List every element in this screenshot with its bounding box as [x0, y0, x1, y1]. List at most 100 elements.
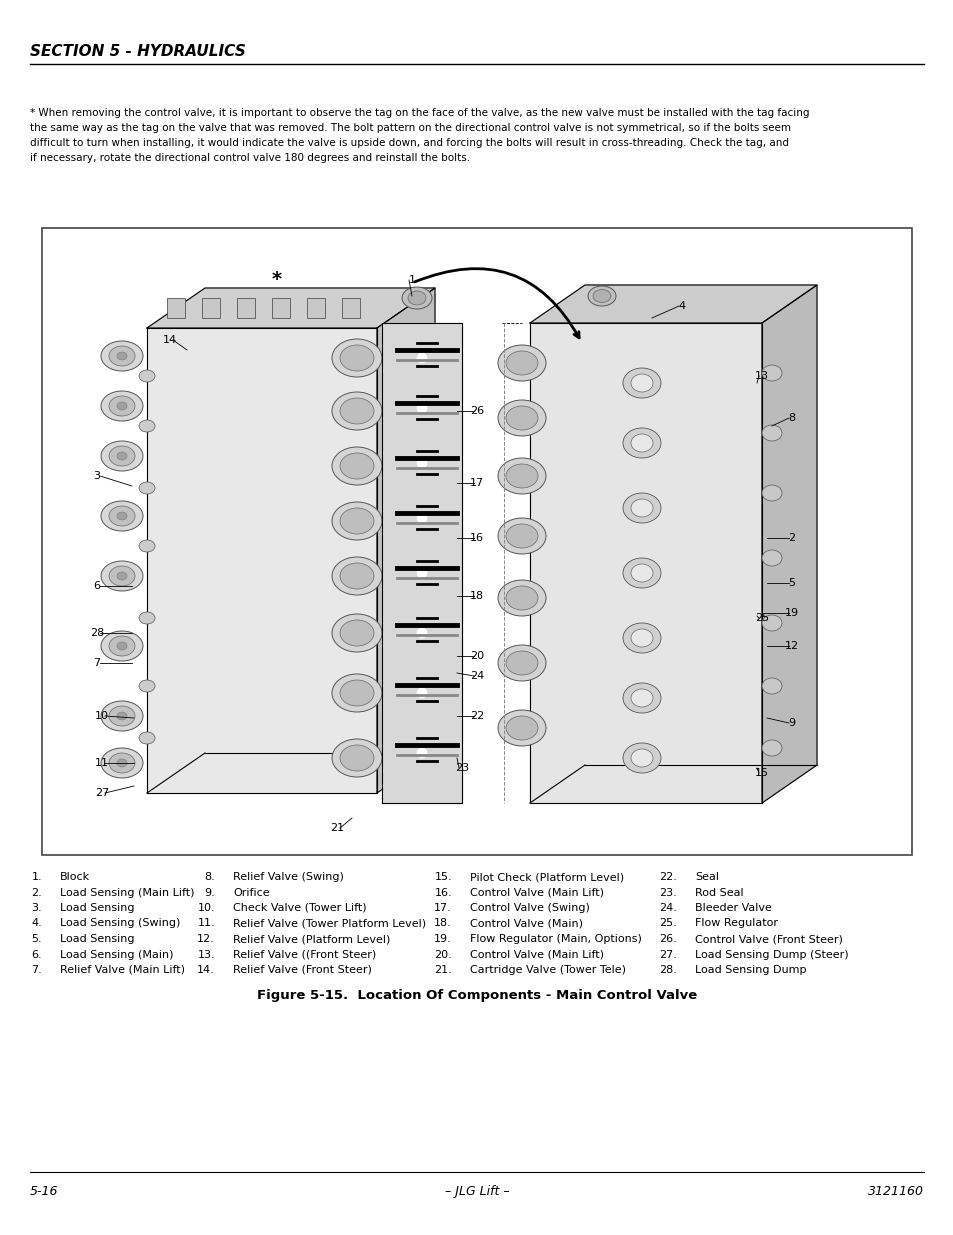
Polygon shape	[381, 324, 461, 803]
Ellipse shape	[101, 501, 143, 531]
Text: 27: 27	[94, 788, 109, 798]
Ellipse shape	[339, 453, 374, 479]
Text: 9.: 9.	[204, 888, 214, 898]
Ellipse shape	[497, 400, 545, 436]
Ellipse shape	[339, 745, 374, 771]
FancyBboxPatch shape	[42, 228, 911, 855]
Text: *: *	[272, 270, 282, 289]
Text: 2: 2	[787, 534, 795, 543]
Ellipse shape	[101, 441, 143, 471]
Text: 20.: 20.	[434, 950, 452, 960]
Text: Control Valve (Swing): Control Valve (Swing)	[470, 903, 589, 913]
Ellipse shape	[332, 447, 381, 485]
Text: Relief Valve (Tower Platform Level): Relief Valve (Tower Platform Level)	[233, 919, 426, 929]
Ellipse shape	[761, 550, 781, 566]
FancyBboxPatch shape	[202, 298, 220, 317]
Ellipse shape	[630, 433, 652, 452]
Text: 8.: 8.	[204, 872, 214, 882]
Text: 8: 8	[787, 412, 795, 424]
Ellipse shape	[109, 446, 135, 466]
Text: Relief Valve (Front Steer): Relief Valve (Front Steer)	[233, 965, 372, 974]
Ellipse shape	[332, 391, 381, 430]
Text: Check Valve (Tower Lift): Check Valve (Tower Lift)	[233, 903, 366, 913]
Text: Relief Valve ((Front Steer): Relief Valve ((Front Steer)	[233, 950, 375, 960]
Ellipse shape	[117, 452, 127, 459]
Ellipse shape	[332, 338, 381, 377]
Polygon shape	[147, 329, 376, 793]
Circle shape	[416, 353, 427, 363]
Circle shape	[416, 748, 427, 758]
Text: 28: 28	[90, 629, 104, 638]
Text: 12.: 12.	[197, 934, 214, 944]
Ellipse shape	[117, 760, 127, 767]
Circle shape	[416, 458, 427, 468]
Text: Figure 5-15.  Location Of Components - Main Control Valve: Figure 5-15. Location Of Components - Ma…	[256, 989, 697, 1002]
Ellipse shape	[630, 374, 652, 391]
Ellipse shape	[761, 366, 781, 382]
Text: 19: 19	[784, 608, 799, 618]
Text: 9: 9	[787, 718, 795, 727]
Text: 6: 6	[93, 580, 100, 592]
Text: Rod Seal: Rod Seal	[695, 888, 742, 898]
Circle shape	[416, 513, 427, 522]
Ellipse shape	[587, 287, 616, 306]
Ellipse shape	[339, 345, 374, 370]
Ellipse shape	[505, 406, 537, 430]
Ellipse shape	[622, 368, 660, 398]
Ellipse shape	[761, 425, 781, 441]
Text: 16: 16	[470, 534, 483, 543]
Text: Load Sensing Dump: Load Sensing Dump	[695, 965, 805, 974]
Ellipse shape	[497, 580, 545, 616]
Ellipse shape	[505, 651, 537, 676]
Ellipse shape	[101, 561, 143, 592]
Text: 6.: 6.	[31, 950, 42, 960]
Ellipse shape	[101, 748, 143, 778]
Text: 18.: 18.	[434, 919, 452, 929]
Text: 26: 26	[470, 406, 483, 416]
Polygon shape	[761, 285, 816, 803]
Ellipse shape	[101, 341, 143, 370]
Text: 15: 15	[754, 768, 768, 778]
Text: 4: 4	[678, 301, 685, 311]
Polygon shape	[530, 285, 816, 324]
Ellipse shape	[622, 622, 660, 653]
Ellipse shape	[139, 732, 154, 743]
FancyBboxPatch shape	[307, 298, 325, 317]
Ellipse shape	[109, 706, 135, 726]
Text: 4.: 4.	[31, 919, 42, 929]
Ellipse shape	[117, 642, 127, 650]
Text: 11.: 11.	[197, 919, 214, 929]
Text: Relief Valve (Main Lift): Relief Valve (Main Lift)	[60, 965, 185, 974]
Text: Flow Regulator: Flow Regulator	[695, 919, 778, 929]
Text: 7: 7	[93, 658, 100, 668]
Text: 5: 5	[788, 578, 795, 588]
Ellipse shape	[117, 572, 127, 580]
Polygon shape	[530, 324, 761, 803]
Text: 15.: 15.	[434, 872, 452, 882]
Ellipse shape	[332, 739, 381, 777]
Ellipse shape	[339, 620, 374, 646]
Text: 22.: 22.	[659, 872, 677, 882]
Text: 14: 14	[163, 335, 177, 345]
Ellipse shape	[101, 391, 143, 421]
Text: 2.: 2.	[31, 888, 42, 898]
Ellipse shape	[622, 493, 660, 522]
Text: 28.: 28.	[659, 965, 677, 974]
Ellipse shape	[109, 753, 135, 773]
Text: Load Sensing (Swing): Load Sensing (Swing)	[60, 919, 180, 929]
Ellipse shape	[630, 748, 652, 767]
Ellipse shape	[505, 585, 537, 610]
Ellipse shape	[117, 352, 127, 359]
Ellipse shape	[139, 370, 154, 382]
Ellipse shape	[408, 291, 426, 305]
Text: 26.: 26.	[659, 934, 677, 944]
Ellipse shape	[622, 683, 660, 713]
Ellipse shape	[505, 716, 537, 740]
Ellipse shape	[109, 396, 135, 416]
Ellipse shape	[630, 499, 652, 517]
Ellipse shape	[761, 678, 781, 694]
Ellipse shape	[117, 713, 127, 720]
Ellipse shape	[109, 346, 135, 366]
Text: Bleeder Valve: Bleeder Valve	[695, 903, 771, 913]
Text: Load Sensing: Load Sensing	[60, 934, 134, 944]
